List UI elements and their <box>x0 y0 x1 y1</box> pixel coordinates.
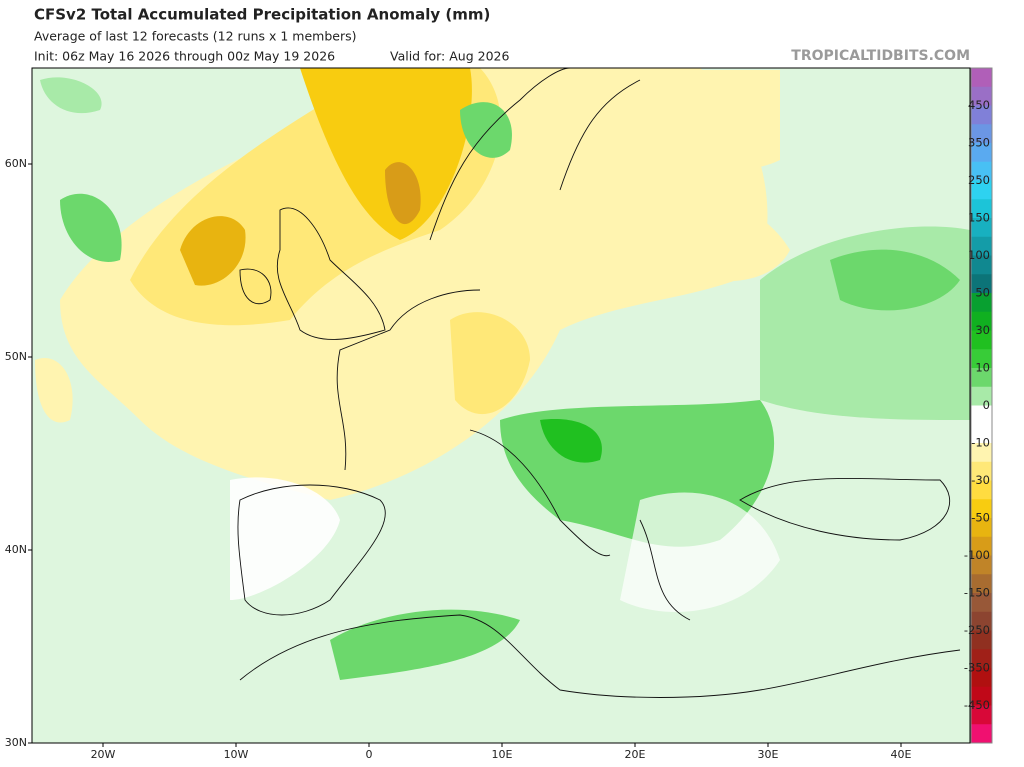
colorbar-label: -450 <box>964 698 990 712</box>
colorbar-swatch <box>971 668 992 688</box>
colorbar-swatch <box>971 143 992 163</box>
colorbar-label: 450 <box>968 98 990 112</box>
colorbar-swatch <box>971 86 992 106</box>
colorbar-swatch <box>971 443 992 463</box>
colorbar-label: 10 <box>975 361 990 375</box>
map-field <box>32 68 970 743</box>
colorbar-label: -30 <box>971 473 990 487</box>
colorbar-label: 50 <box>975 286 990 300</box>
colorbar-swatch <box>971 686 992 706</box>
title: CFSv2 Total Accumulated Precipitation An… <box>34 6 490 24</box>
colorbar-swatch <box>971 330 992 350</box>
lon-label: 20E <box>625 748 646 761</box>
colorbar-swatch <box>971 311 992 331</box>
colorbar-swatch <box>971 593 992 613</box>
colorbar-frame <box>970 67 993 744</box>
colorbar-swatch <box>971 161 992 181</box>
colorbar-label: 350 <box>968 136 990 150</box>
colorbar-swatch <box>971 536 992 556</box>
colorbar-swatch <box>971 405 992 425</box>
lon-label: 30E <box>758 748 779 761</box>
colorbar-label: 0 <box>983 398 990 412</box>
colorbar-label: 100 <box>968 248 990 262</box>
colorbar-swatch <box>971 611 992 631</box>
colorbar-label: 250 <box>968 173 990 187</box>
watermark: TROPICALTIDBITS.COM <box>791 48 970 64</box>
colorbar-swatch <box>971 630 992 650</box>
colorbar-label: 30 <box>975 323 990 337</box>
colorbar-swatch <box>971 499 992 519</box>
colorbar-swatch <box>971 555 992 575</box>
colorbar-swatch <box>971 461 992 481</box>
lon-label: 0 <box>366 748 373 761</box>
colorbar-label: -250 <box>964 623 990 637</box>
colorbar-label: -350 <box>964 661 990 675</box>
colorbar-swatch <box>971 574 992 594</box>
valid-time: Valid for: Aug 2026 <box>390 49 509 64</box>
lon-label: 40E <box>891 748 912 761</box>
init-time: Init: 06z May 16 2026 through 00z May 19… <box>34 49 335 64</box>
colorbar-swatch <box>971 180 992 200</box>
colorbar-swatch <box>971 518 992 538</box>
map-frame <box>31 67 971 744</box>
lat-label: 30N <box>5 736 27 749</box>
colorbar-swatch <box>971 105 992 125</box>
colorbar-swatch <box>971 724 992 744</box>
colorbar-swatch <box>971 349 992 369</box>
colorbar-swatch <box>971 386 992 406</box>
colorbar-swatch <box>971 124 992 144</box>
coastlines <box>237 67 961 698</box>
lon-label: 20W <box>91 748 116 761</box>
colorbar-swatch <box>971 424 992 444</box>
lon-label: 10E <box>492 748 513 761</box>
colorbar-swatch <box>971 236 992 256</box>
lat-label: 40N <box>5 543 27 556</box>
subtitle: Average of last 12 forecasts (12 runs x … <box>34 29 356 44</box>
colorbar-label: -10 <box>971 436 990 450</box>
colorbar-swatch <box>971 68 992 88</box>
lon-label: 10W <box>224 748 249 761</box>
colorbar-label: -100 <box>964 548 990 562</box>
colorbar-swatch <box>971 274 992 294</box>
colorbar-label: -50 <box>971 511 990 525</box>
lat-label: 50N <box>5 350 27 363</box>
colorbar-label: -150 <box>964 586 990 600</box>
colorbar-swatch <box>971 368 992 388</box>
colorbar-swatch <box>971 293 992 313</box>
lat-label: 60N <box>5 157 27 170</box>
colorbar-swatch <box>971 705 992 725</box>
colorbar-swatch <box>971 218 992 238</box>
colorbar-swatch <box>971 255 992 275</box>
colorbar-label: 150 <box>968 211 990 225</box>
colorbar-swatch <box>971 649 992 669</box>
colorbar-swatch <box>971 199 992 219</box>
colorbar-swatch <box>971 480 992 500</box>
